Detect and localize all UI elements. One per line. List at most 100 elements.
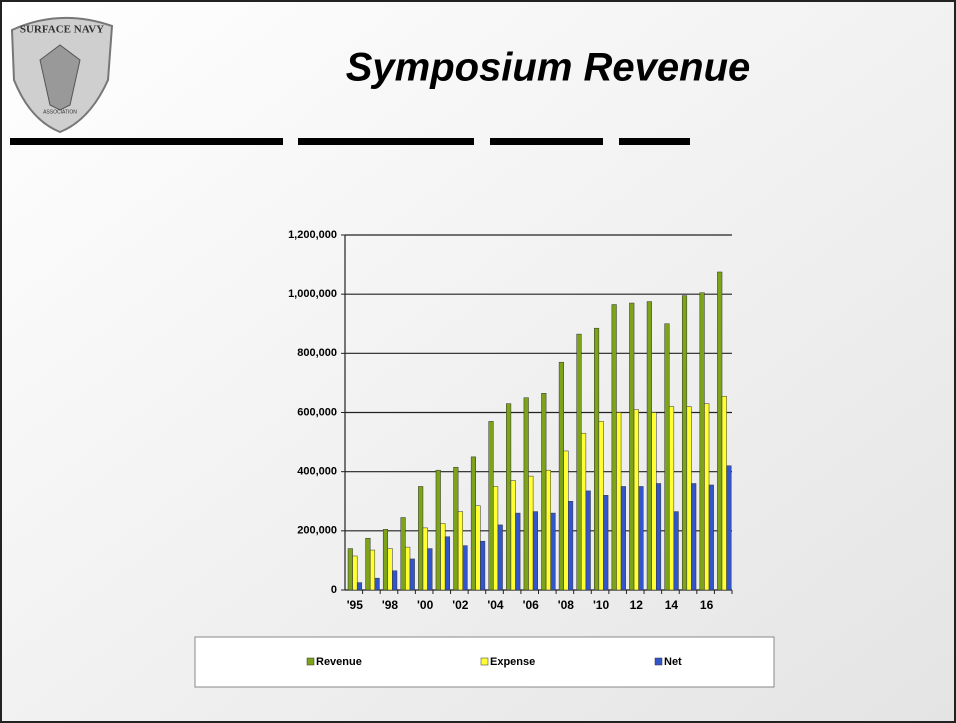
rule-segment: [10, 138, 283, 145]
slide-title: Symposium Revenue: [346, 46, 751, 90]
bar: [374, 577, 380, 591]
bar: [638, 486, 644, 591]
bar: [541, 393, 547, 591]
bar: [347, 548, 353, 591]
bar: [568, 501, 574, 591]
x-tick-label: 12: [630, 598, 644, 612]
bar: [365, 537, 371, 591]
y-tick-label: 400,000: [297, 466, 337, 478]
bar: [392, 570, 398, 591]
bar: [594, 327, 600, 591]
legend-label: Revenue: [316, 656, 362, 668]
bar: [721, 395, 727, 591]
bar: [475, 505, 481, 591]
bar: [655, 483, 662, 591]
bar: [717, 271, 723, 591]
bar: [418, 486, 424, 591]
bar: [664, 323, 670, 591]
bar: [704, 403, 710, 591]
bar: [440, 523, 446, 591]
bar: [480, 540, 486, 591]
bar: [686, 406, 692, 591]
bar: [387, 548, 393, 591]
bar: [558, 361, 564, 591]
legend-swatch: [306, 657, 315, 666]
bar: [352, 555, 358, 591]
bar: [726, 465, 732, 591]
bar: [409, 558, 415, 591]
bar: [462, 545, 468, 591]
bar: [585, 490, 591, 591]
bar: [681, 295, 688, 591]
y-tick-label: 200,000: [297, 525, 337, 537]
bar: [444, 536, 451, 591]
bar: [382, 529, 389, 591]
bar: [708, 484, 714, 591]
rule-segment: [490, 138, 603, 145]
x-tick-label: '08: [558, 598, 575, 612]
bar: [515, 512, 521, 591]
bar: [400, 517, 406, 591]
bar: [493, 486, 499, 591]
bar: [651, 412, 657, 591]
bar: [550, 512, 556, 591]
bar: [497, 524, 503, 591]
bar: [356, 582, 363, 591]
bar: [699, 292, 705, 591]
legend-label: Expense: [490, 656, 535, 668]
bar: [545, 469, 551, 591]
bar: [673, 511, 679, 591]
bar: [369, 549, 376, 591]
logo-text: SURFACE NAVY: [20, 24, 104, 36]
logo: SURFACE NAVY ASSOCIATION: [10, 16, 114, 134]
logo-text: ASSOCIATION: [43, 109, 77, 115]
rule-segment: [298, 138, 474, 145]
bar: [633, 409, 639, 591]
x-tick-label: '95: [347, 598, 364, 612]
bar: [611, 304, 617, 591]
bar: [422, 527, 428, 591]
bar: [620, 486, 626, 591]
bar: [563, 450, 569, 591]
x-tick-label: '04: [487, 598, 504, 612]
bar: [581, 432, 587, 591]
bar: [470, 456, 476, 591]
bar: [510, 480, 516, 591]
rule-segment: [619, 138, 690, 145]
bar: [691, 483, 697, 591]
bar: [646, 301, 652, 591]
bar: [616, 412, 622, 591]
bar: [488, 421, 494, 591]
bar: [523, 397, 529, 591]
bar: [427, 548, 433, 591]
bar: [668, 406, 675, 591]
bar: [603, 495, 609, 591]
y-tick-label: 600,000: [297, 406, 337, 418]
legend-swatch: [654, 657, 663, 666]
bar: [506, 403, 512, 591]
bar: [405, 546, 411, 591]
legend-label: Net: [664, 656, 682, 668]
x-tick-label: '06: [523, 598, 540, 612]
y-tick-label: 1,000,000: [288, 288, 337, 300]
x-tick-label: '02: [452, 598, 469, 612]
bar: [598, 421, 604, 591]
x-tick-label: '98: [382, 598, 399, 612]
x-tick-label: 16: [700, 598, 714, 612]
bar: [457, 511, 463, 591]
bar: [532, 511, 538, 591]
bar: [629, 302, 635, 591]
y-tick-label: 1,200,000: [288, 229, 337, 241]
y-tick-label: 800,000: [297, 347, 337, 359]
bar: [435, 469, 441, 591]
bar: [453, 466, 459, 591]
logo-emblem: [39, 44, 81, 111]
legend-swatch: [480, 657, 489, 666]
x-tick-label: 14: [665, 598, 679, 612]
y-tick-label: 0: [331, 584, 337, 596]
title-rule: [10, 138, 690, 145]
bar: [528, 475, 534, 591]
x-tick-label: '00: [417, 598, 434, 612]
